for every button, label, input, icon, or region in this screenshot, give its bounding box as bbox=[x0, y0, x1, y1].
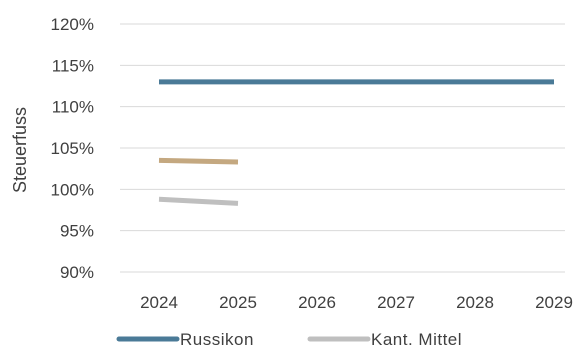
x-tick-label: 2024 bbox=[140, 293, 178, 312]
y-tick-label: 120% bbox=[51, 15, 94, 34]
x-tick-label: 2028 bbox=[456, 293, 494, 312]
legend-label: Kant. Mittel bbox=[371, 330, 462, 347]
y-axis-tick-labels: 90% 95% 100% 105% 110% 115% 120% bbox=[51, 15, 94, 282]
y-tick-label: 115% bbox=[52, 56, 94, 75]
series-line-1 bbox=[158, 157, 239, 165]
y-tick-label: 95% bbox=[60, 222, 94, 241]
y-tick-label: 100% bbox=[51, 180, 94, 199]
series-line-2 bbox=[158, 196, 239, 206]
y-tick-label: 110% bbox=[52, 98, 94, 117]
x-tick-label: 2029 bbox=[535, 293, 573, 312]
legend: Russikon Kant. Mittel bbox=[116, 330, 462, 347]
x-axis-tick-labels: 2024 2025 2026 2027 2028 2029 bbox=[140, 293, 573, 312]
gridlines bbox=[120, 23, 565, 273]
y-tick-label: 90% bbox=[60, 263, 94, 282]
x-tick-label: 2025 bbox=[219, 293, 257, 312]
legend-label: Russikon bbox=[180, 330, 254, 347]
x-tick-label: 2026 bbox=[298, 293, 336, 312]
y-tick-label: 105% bbox=[51, 139, 94, 158]
x-tick-label: 2027 bbox=[377, 293, 415, 312]
series-lines bbox=[158, 79, 554, 206]
y-axis-title: Steuerfuss bbox=[10, 107, 30, 193]
